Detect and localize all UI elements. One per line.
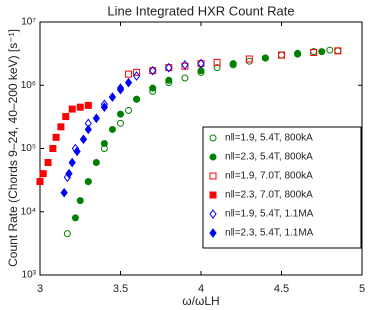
point [229,60,237,68]
point [133,68,141,76]
legend-marker [209,153,217,161]
point [76,197,84,205]
point [117,119,124,127]
point [108,125,116,133]
x-tick-label: 3 [37,283,43,295]
legend-marker [209,172,217,180]
point [197,67,205,75]
legend-label: n‖=2.3, 5.4T, 1.1MA [225,228,314,239]
point [261,54,269,62]
point [60,187,68,198]
y-tick-label: 10⁶ [21,80,36,91]
point [36,178,44,186]
point [73,146,81,157]
point [44,159,52,167]
point [116,84,125,95]
legend-label: n‖=1.9, 7.0T, 800kA [225,171,313,182]
point [84,101,92,109]
point [213,64,221,72]
point [92,113,100,124]
point [79,134,88,145]
point [71,214,79,222]
point [84,178,92,186]
y-axis-label: Count Rate (Chords 9–24, 40–200 keV) [s⁻… [6,29,20,267]
point [133,95,141,103]
point [62,113,70,121]
legend-marker [209,228,217,238]
x-tick-label: 3.5 [113,283,128,295]
point [149,65,157,76]
point [326,46,334,54]
point [165,62,173,73]
point [149,84,157,92]
point [181,60,189,70]
point [125,70,133,78]
point [63,230,71,238]
point [57,123,65,131]
point [165,76,173,84]
legend-label: n‖=1.9, 5.4T, 800kA [225,133,313,144]
point [68,157,76,168]
point [76,103,84,111]
x-tick-label: 4 [198,283,204,295]
point [108,92,117,102]
y-tick-label: 10⁴ [21,206,36,217]
point [310,48,318,56]
point [92,159,100,167]
legend-marker [209,134,217,142]
point [100,139,108,147]
point [52,133,60,141]
point [132,71,141,81]
legend-box [202,126,362,249]
y-tick-label: 10⁷ [21,17,36,28]
point [100,102,109,113]
legend-label: n‖=1.9, 5.4T, 1.1MA [225,209,314,220]
x-tick-label: 5 [359,283,365,295]
point [125,106,133,114]
point [245,55,253,63]
point [213,58,221,66]
point [278,51,285,59]
legend-label: n‖=2.3, 5.4T, 800kA [225,152,313,163]
legend-marker [209,191,217,199]
point [294,50,302,58]
point [65,168,73,179]
point [84,124,92,135]
point [117,110,124,118]
chart-title: Line Integrated HXR Count Rate [107,3,294,18]
x-tick-label: 4.5 [274,283,289,295]
x-axis-label: ω/ωLH [182,294,219,308]
point [68,105,76,113]
point [197,58,205,69]
point [124,77,133,88]
point [39,170,47,178]
legend-marker [209,209,217,219]
point [49,145,57,152]
y-tick-label: 10⁵ [21,143,36,154]
legend-label: n‖=2.3, 7.0T, 800kA [225,190,313,201]
point [181,74,189,82]
y-tick-label: 10³ [22,270,37,281]
point [334,47,342,55]
point [318,48,326,56]
